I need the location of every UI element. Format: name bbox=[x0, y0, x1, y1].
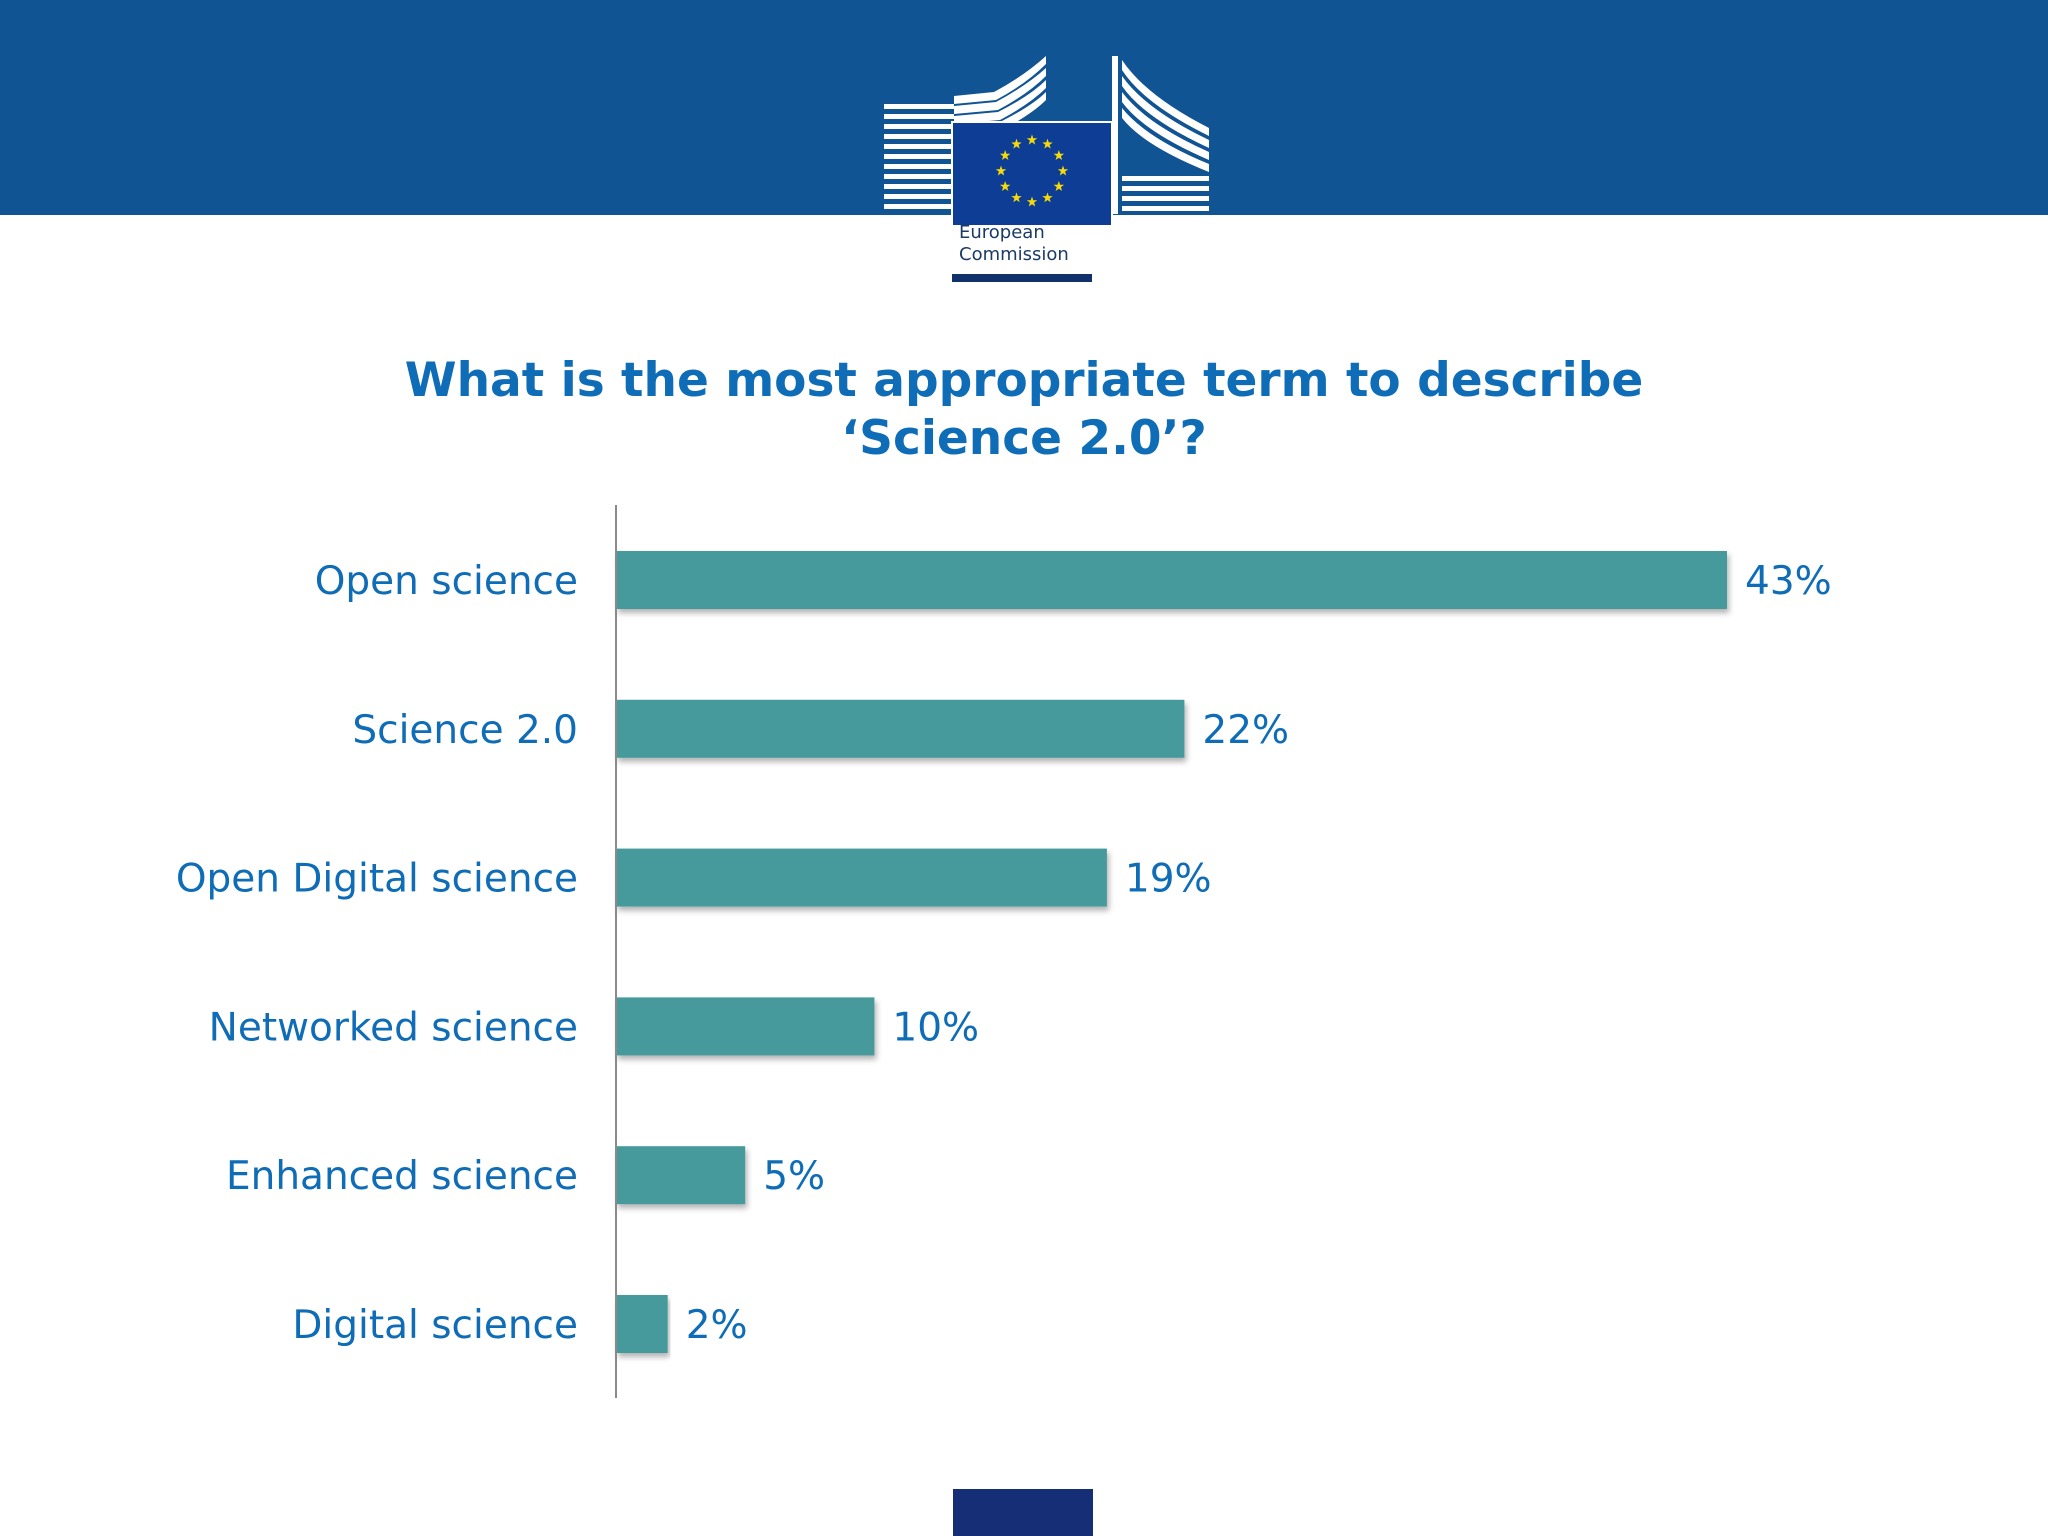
value-label: 10% bbox=[892, 1005, 979, 1050]
bars-layer: Open science 43% Science 2.0 22% Open Digita… bbox=[176, 551, 1832, 1353]
category-label: Open science bbox=[315, 559, 578, 604]
bar-open-science bbox=[616, 551, 1727, 609]
chart-title: What is the most appropriate term to des… bbox=[300, 352, 1748, 468]
chart-title-line-2: ‘Science 2.0’? bbox=[841, 411, 1207, 466]
eu-star bbox=[995, 165, 1007, 176]
logo-line-2: Commission bbox=[959, 244, 1069, 265]
footer-block bbox=[953, 1489, 1093, 1536]
bar-networked-science bbox=[616, 997, 875, 1056]
bar-digital-science bbox=[616, 1295, 668, 1353]
category-label: Science 2.0 bbox=[352, 708, 578, 753]
bar-open-digital-science bbox=[616, 848, 1107, 907]
value-label: 5% bbox=[763, 1154, 825, 1199]
eu-star bbox=[999, 181, 1011, 191]
eu-star bbox=[1026, 196, 1038, 207]
category-label: Enhanced science bbox=[226, 1154, 578, 1199]
logo-wordmark: European Commission bbox=[959, 222, 1069, 266]
bar-science-2-0 bbox=[616, 699, 1185, 758]
category-label: Networked science bbox=[209, 1005, 578, 1050]
eu-stars bbox=[995, 134, 1069, 207]
chart-title-line-1: What is the most appropriate term to des… bbox=[404, 353, 1644, 408]
value-label: 2% bbox=[686, 1303, 748, 1348]
eu-star bbox=[1042, 192, 1053, 203]
building-right-wing bbox=[1112, 56, 1209, 214]
eu-star bbox=[1011, 138, 1022, 149]
eu-star bbox=[1057, 165, 1069, 176]
eu-star bbox=[1026, 134, 1038, 145]
value-label: 43% bbox=[1745, 559, 1832, 604]
eu-star bbox=[1053, 181, 1065, 191]
category-label: Digital science bbox=[292, 1303, 578, 1348]
bar-enhanced-science bbox=[616, 1146, 746, 1205]
eu-star bbox=[999, 150, 1011, 160]
eu-star bbox=[1042, 138, 1053, 149]
value-label: 22% bbox=[1202, 708, 1289, 753]
eu-star bbox=[1053, 150, 1065, 160]
eu-star bbox=[1011, 192, 1022, 203]
value-label: 19% bbox=[1125, 857, 1212, 902]
european-commission-logo bbox=[884, 56, 1209, 286]
logo-line-1: European bbox=[959, 222, 1045, 243]
category-label: Open Digital science bbox=[176, 857, 578, 902]
logo-underline bbox=[952, 274, 1092, 282]
